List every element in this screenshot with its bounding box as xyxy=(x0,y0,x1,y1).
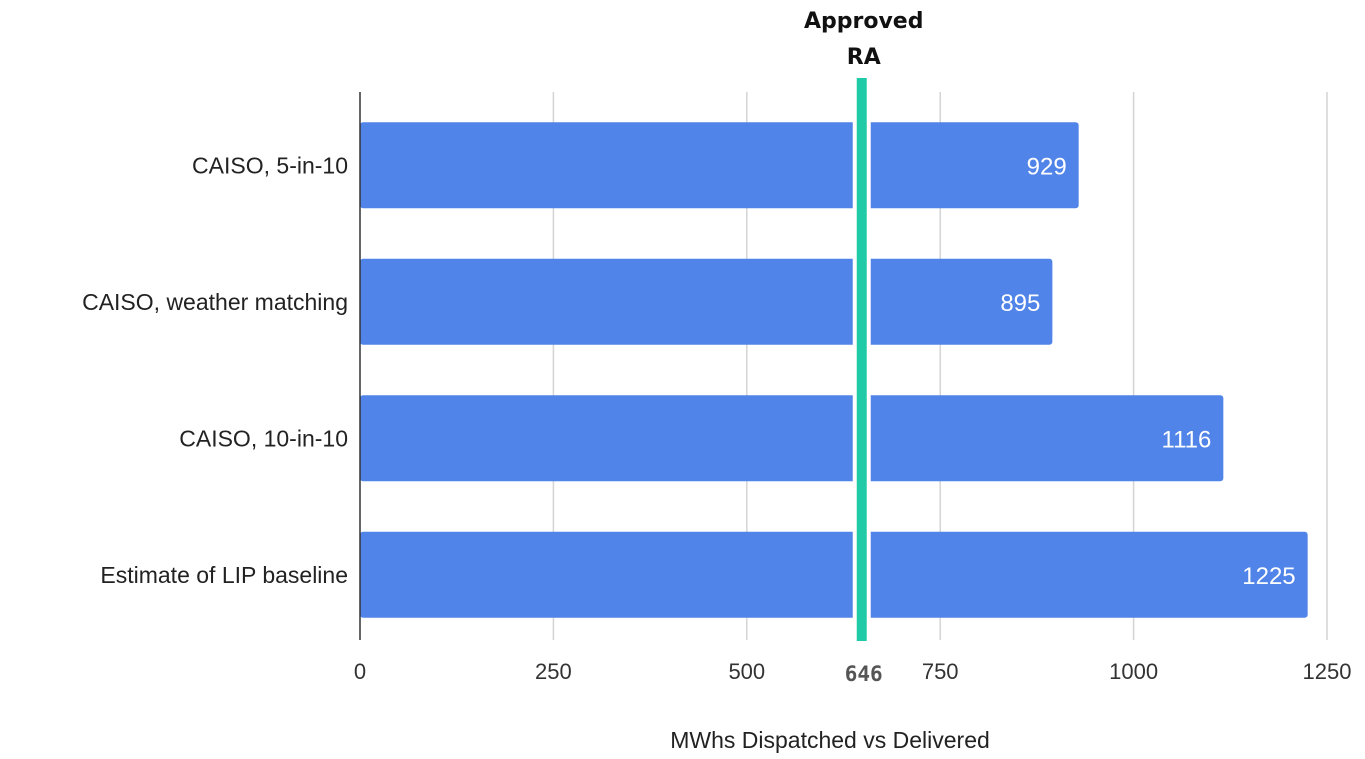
category-label: CAISO, 10-in-10 xyxy=(179,425,348,451)
category-labels: CAISO, 5-in-10 CAISO, weather matching CAI… xyxy=(82,152,348,588)
bar-value-label: 1225 xyxy=(1242,563,1295,590)
x-tick-label: 1000 xyxy=(1109,659,1158,684)
bars: 929 895 1116 1225 xyxy=(360,122,1308,618)
x-tick-label: 1250 xyxy=(1303,659,1352,684)
reference-label-line1: Approved xyxy=(804,9,924,34)
bar xyxy=(360,258,1053,345)
x-tick-label: 0 xyxy=(354,659,366,684)
reference-line xyxy=(856,78,867,641)
category-label: Estimate of LIP baseline xyxy=(100,562,348,588)
bar-value-label: 929 xyxy=(1027,153,1067,180)
bar xyxy=(360,395,1224,482)
x-tick-label: 750 xyxy=(922,659,959,684)
x-tick-labels: 0 250 500 750 1000 1250 xyxy=(354,659,1352,684)
reference-label-line2: RA xyxy=(847,45,881,70)
reference-line-group: Approved RA 646 xyxy=(804,9,924,686)
bar-value-label: 1116 xyxy=(1162,426,1212,453)
x-tick-label: 500 xyxy=(728,659,765,684)
bar xyxy=(360,122,1079,209)
bar xyxy=(360,531,1308,618)
category-label: CAISO, weather matching xyxy=(82,289,348,315)
category-label: CAISO, 5-in-10 xyxy=(192,152,348,178)
x-tick-label: 250 xyxy=(535,659,572,684)
reference-value-label: 646 xyxy=(845,662,883,686)
x-axis-title: MWhs Dispatched vs Delivered xyxy=(670,727,990,753)
bar-value-label: 895 xyxy=(1000,290,1040,317)
